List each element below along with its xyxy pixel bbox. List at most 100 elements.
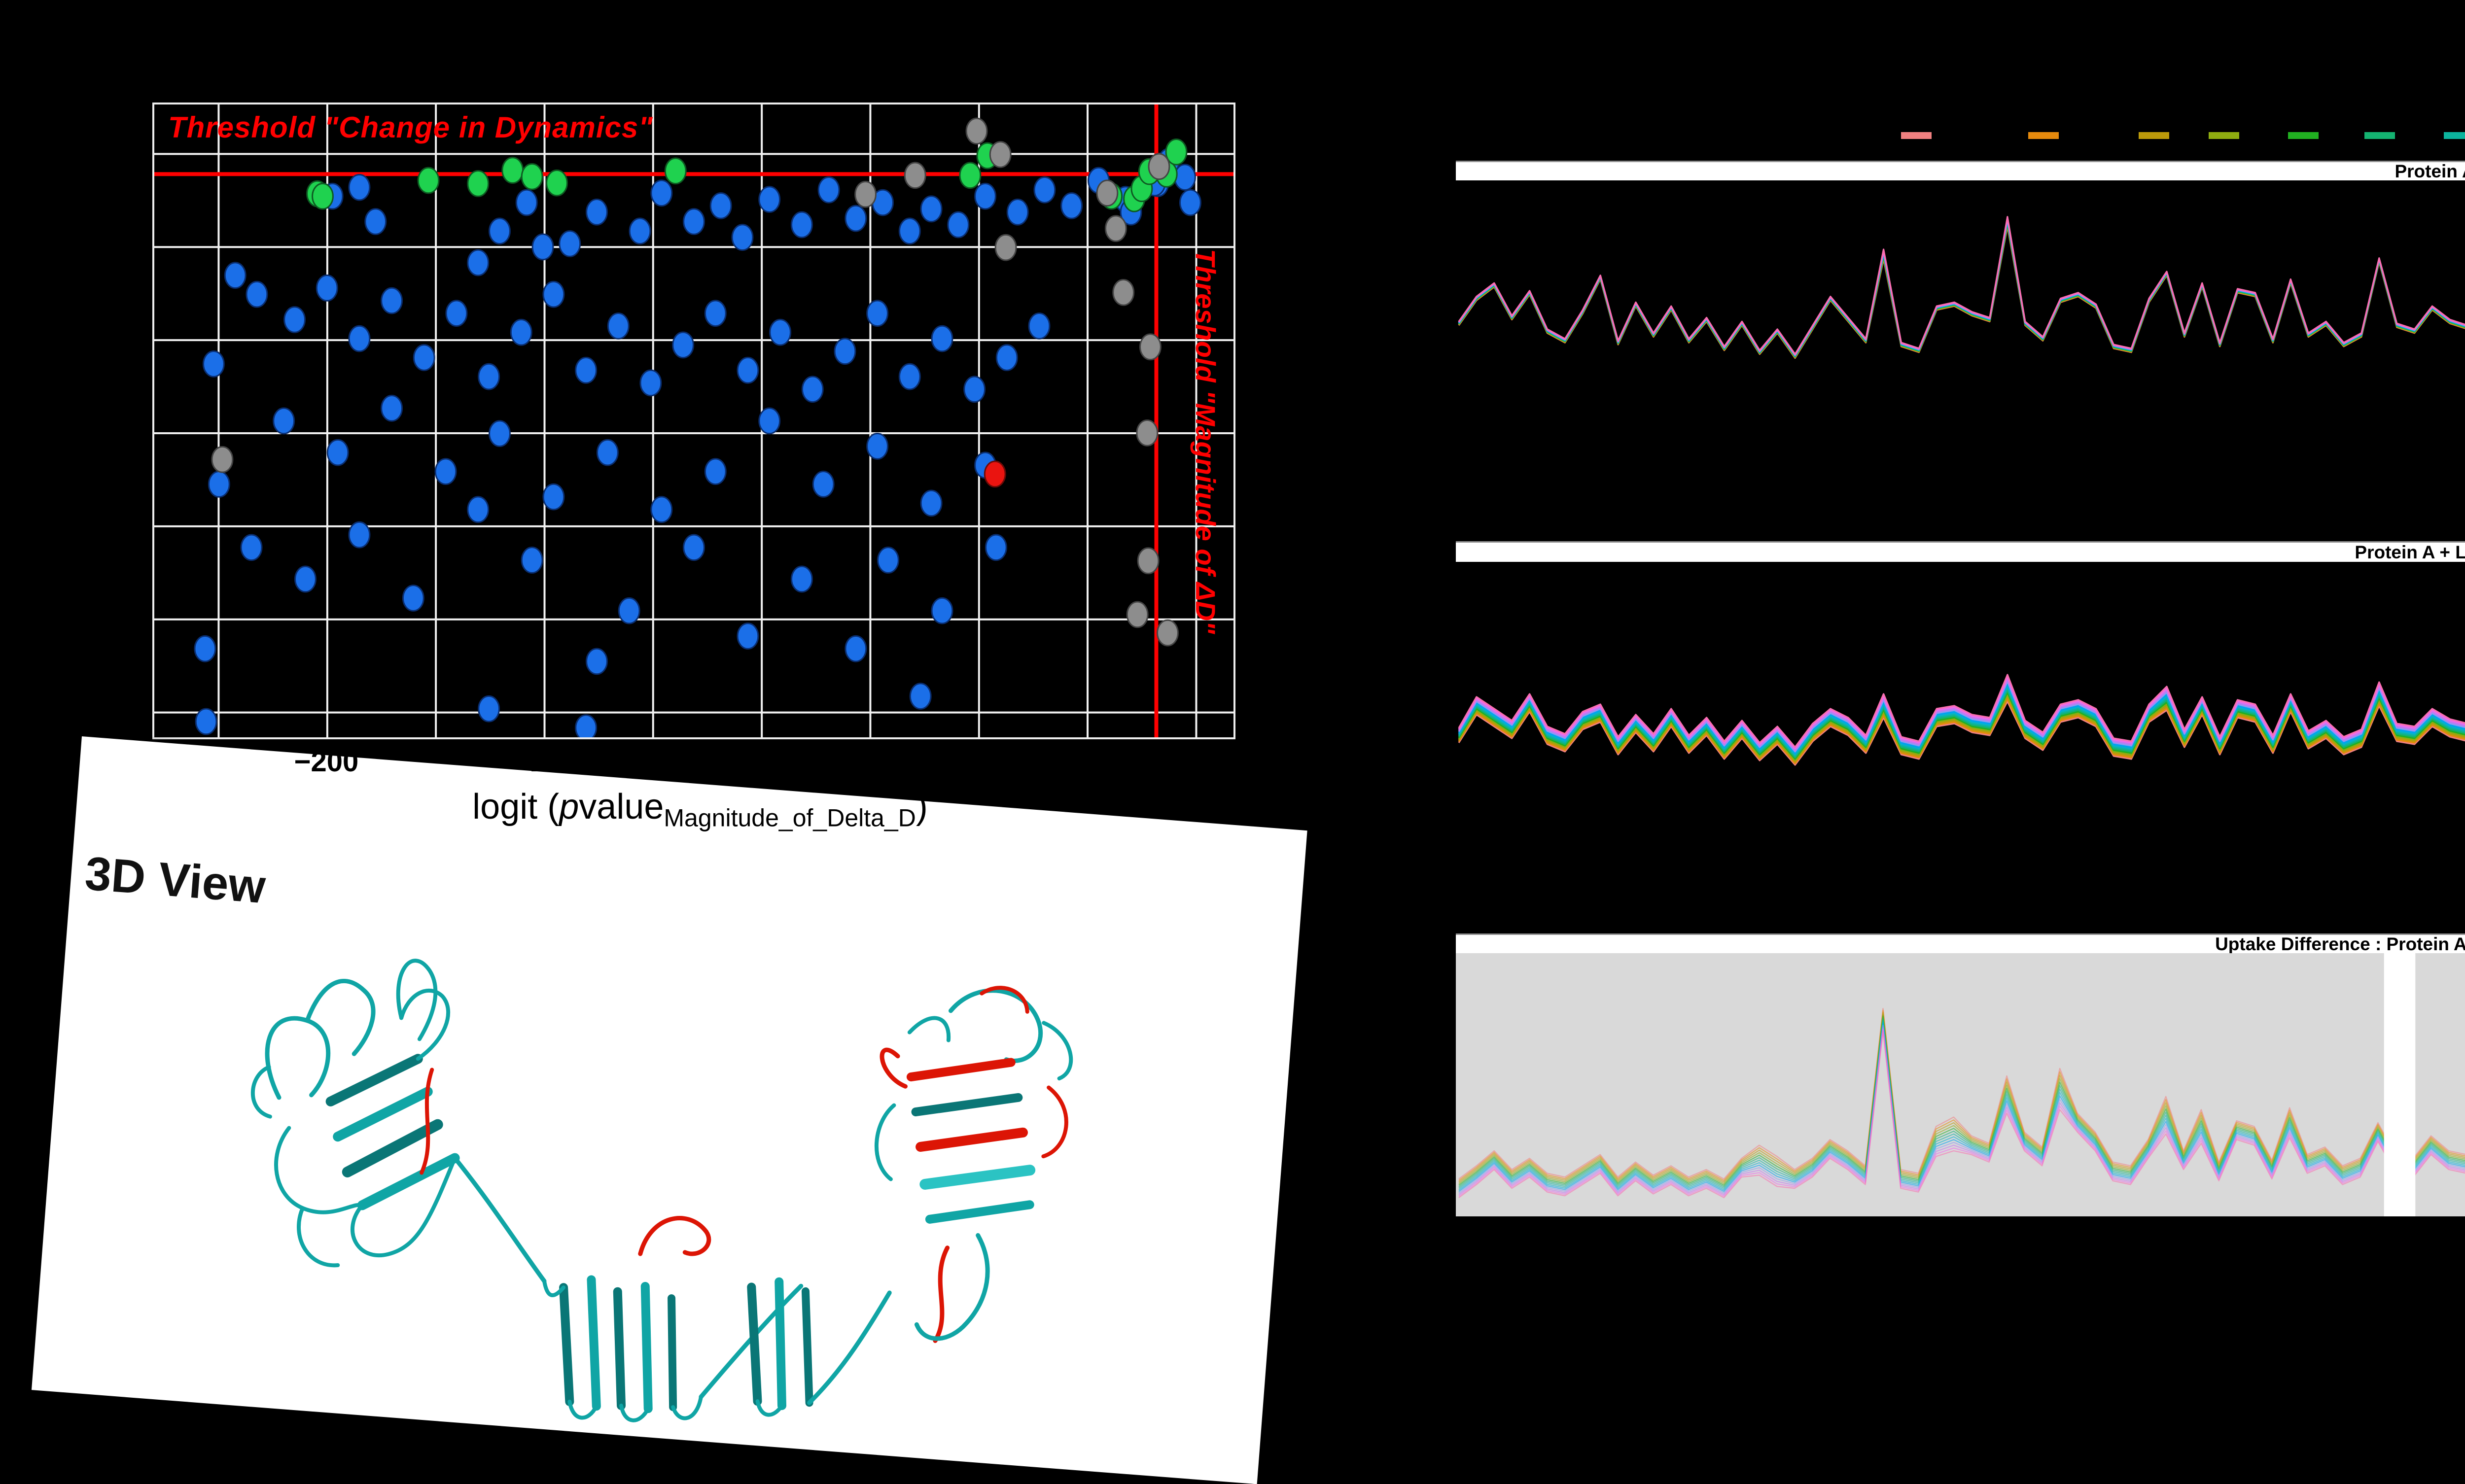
scatter-point-blue[interactable] xyxy=(683,534,705,561)
scatter-point-green[interactable] xyxy=(959,162,982,189)
scatter-point-green[interactable] xyxy=(664,157,687,185)
scatter-point-blue[interactable] xyxy=(737,622,759,650)
scatter-point-blue[interactable] xyxy=(348,521,371,549)
legend-swatch-7[interactable] xyxy=(2444,132,2465,139)
scatter-point-blue[interactable] xyxy=(348,173,371,201)
scatter-point-blue[interactable] xyxy=(845,205,867,232)
scatter-point-blue[interactable] xyxy=(575,356,598,384)
scatter-point-blue[interactable] xyxy=(208,471,230,498)
scatter-point-blue[interactable] xyxy=(709,192,732,219)
legend-swatch-2[interactable] xyxy=(2028,132,2059,139)
scatter-point-blue[interactable] xyxy=(586,198,608,226)
scatter-point-blue[interactable] xyxy=(489,217,511,245)
scatter-point-green[interactable] xyxy=(467,170,490,197)
scatter-point-blue[interactable] xyxy=(985,534,1007,561)
scatter-point-blue[interactable] xyxy=(834,338,856,365)
scatter-point-blue[interactable] xyxy=(909,683,932,710)
scatter-point-green[interactable] xyxy=(521,163,543,190)
scatter-point-blue[interactable] xyxy=(575,714,598,737)
scatter-point-blue[interactable] xyxy=(629,217,651,245)
volcano-plot[interactable]: Threshold "Change in Dynamics" xyxy=(152,103,1235,739)
scatter-point-blue[interactable] xyxy=(683,208,705,235)
3d-view-panel[interactable]: 3D View xyxy=(31,736,1307,1484)
scatter-point-blue[interactable] xyxy=(283,306,306,333)
scatter-point-blue[interactable] xyxy=(542,483,565,511)
scatter-point-blue[interactable] xyxy=(559,230,581,257)
scatter-point-blue[interactable] xyxy=(758,407,781,435)
scatter-point-gray[interactable] xyxy=(1126,601,1149,628)
scatter-point-blue[interactable] xyxy=(202,350,225,378)
scatter-point-blue[interactable] xyxy=(650,179,673,207)
scatter-point-blue[interactable] xyxy=(1179,189,1201,216)
scatter-point-gray[interactable] xyxy=(1148,153,1170,180)
scatter-point-blue[interactable] xyxy=(974,182,996,210)
scatter-point-green[interactable] xyxy=(417,167,440,194)
legend-swatch-3[interactable] xyxy=(2139,132,2169,139)
scatter-point-blue[interactable] xyxy=(650,496,673,523)
scatter-point-blue[interactable] xyxy=(618,597,640,624)
scatter-point-blue[interactable] xyxy=(845,635,867,662)
scatter-point-blue[interactable] xyxy=(866,300,889,327)
scatter-point-blue[interactable] xyxy=(866,433,889,460)
scatter-point-blue[interactable] xyxy=(812,471,835,498)
scatter-point-blue[interactable] xyxy=(364,208,387,235)
scatter-point-blue[interactable] xyxy=(704,458,727,485)
scatter-point-blue[interactable] xyxy=(931,325,953,352)
scatter-point-blue[interactable] xyxy=(246,280,268,308)
scatter-point-blue[interactable] xyxy=(963,376,986,403)
scatter-point-blue[interactable] xyxy=(790,565,813,593)
scatter-point-gray[interactable] xyxy=(1096,179,1119,207)
uptake-chart-protein-a-ligand[interactable] xyxy=(1456,562,2465,932)
legend-swatch-1[interactable] xyxy=(1901,132,1932,139)
scatter-point-blue[interactable] xyxy=(194,635,216,662)
scatter-point-blue[interactable] xyxy=(758,186,781,213)
scatter-point-blue[interactable] xyxy=(402,585,424,612)
scatter-point-blue[interactable] xyxy=(326,439,349,466)
scatter-point-blue[interactable] xyxy=(445,300,468,327)
scatter-point-blue[interactable] xyxy=(381,287,403,314)
scatter-point-blue[interactable] xyxy=(273,407,295,435)
scatter-point-blue[interactable] xyxy=(995,344,1018,371)
scatter-point-blue[interactable] xyxy=(542,280,565,308)
uptake-chart-protein-a[interactable] xyxy=(1456,180,2465,535)
scatter-point-blue[interactable] xyxy=(413,344,435,371)
scatter-point-green[interactable] xyxy=(546,169,568,197)
scatter-point-blue[interactable] xyxy=(877,547,899,574)
scatter-point-blue[interactable] xyxy=(639,369,662,397)
scatter-point-blue[interactable] xyxy=(769,318,792,346)
volcano-plot-canvas[interactable] xyxy=(154,104,1233,737)
scatter-point-red[interactable] xyxy=(984,460,1006,488)
scatter-point-blue[interactable] xyxy=(348,325,371,352)
scatter-point-blue[interactable] xyxy=(1033,176,1056,204)
scatter-point-blue[interactable] xyxy=(1028,312,1051,340)
scatter-point-green[interactable] xyxy=(501,157,524,184)
scatter-point-blue[interactable] xyxy=(224,262,246,289)
scatter-point-blue[interactable] xyxy=(478,695,500,723)
scatter-point-blue[interactable] xyxy=(294,565,317,593)
legend-swatch-6[interactable] xyxy=(2364,132,2395,139)
scatter-point-blue[interactable] xyxy=(898,363,921,390)
scatter-point-blue[interactable] xyxy=(195,708,217,735)
scatter-point-blue[interactable] xyxy=(467,496,490,523)
scatter-point-blue[interactable] xyxy=(947,211,970,239)
scatter-point-blue[interactable] xyxy=(790,211,813,239)
scatter-point-gray[interactable] xyxy=(1137,547,1160,575)
scatter-point-blue[interactable] xyxy=(531,233,554,261)
scatter-point-blue[interactable] xyxy=(510,318,532,346)
scatter-point-blue[interactable] xyxy=(607,312,630,340)
scatter-point-blue[interactable] xyxy=(240,534,263,561)
scatter-point-gray[interactable] xyxy=(994,234,1017,261)
scatter-point-blue[interactable] xyxy=(920,489,943,517)
scatter-point-blue[interactable] xyxy=(586,648,608,675)
scatter-point-blue[interactable] xyxy=(672,331,695,359)
scatter-point-blue[interactable] xyxy=(817,176,840,204)
protein-ribbon[interactable] xyxy=(32,736,1307,1484)
scatter-point-blue[interactable] xyxy=(381,394,403,422)
scatter-point-gray[interactable] xyxy=(965,117,988,145)
legend-swatch-5[interactable] xyxy=(2288,132,2319,139)
scatter-point-blue[interactable] xyxy=(521,547,543,574)
scatter-point-gray[interactable] xyxy=(1112,279,1135,306)
scatter-point-blue[interactable] xyxy=(467,249,490,276)
scatter-point-green[interactable] xyxy=(312,182,334,210)
scatter-point-blue[interactable] xyxy=(898,217,921,245)
